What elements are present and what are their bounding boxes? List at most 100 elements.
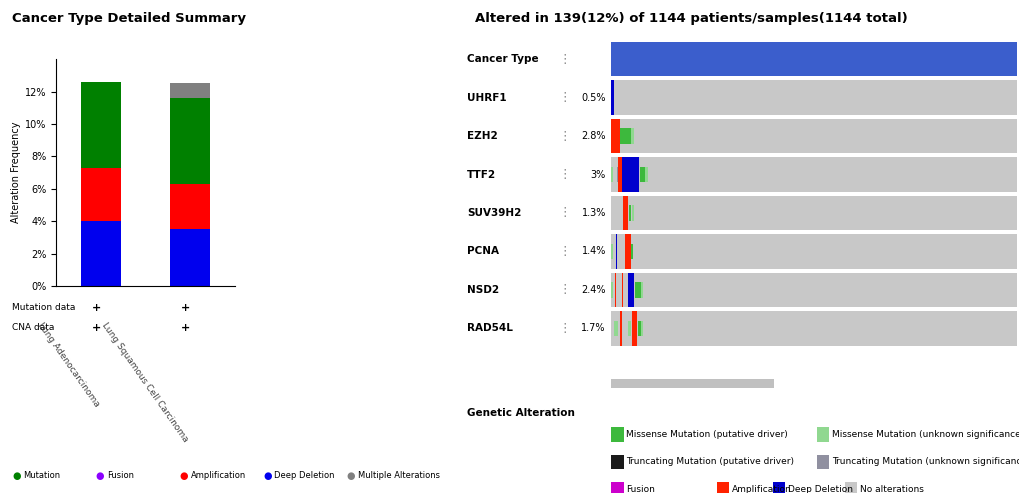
- Bar: [637, 321, 640, 336]
- Text: ●: ●: [263, 471, 271, 481]
- Text: +: +: [180, 323, 191, 333]
- Text: PCNA: PCNA: [467, 246, 498, 256]
- Text: ⋮: ⋮: [557, 130, 570, 142]
- Bar: [81, 168, 120, 221]
- Bar: [610, 157, 1016, 192]
- Bar: [627, 321, 629, 336]
- Text: ⋮: ⋮: [557, 53, 570, 66]
- Bar: [629, 321, 631, 336]
- Bar: [610, 80, 1016, 115]
- Text: EZH2: EZH2: [467, 131, 497, 141]
- Text: 2.4%: 2.4%: [581, 285, 605, 295]
- Text: ⋮: ⋮: [557, 91, 570, 104]
- Bar: [170, 229, 210, 286]
- Bar: [170, 83, 210, 98]
- Bar: [618, 157, 621, 192]
- Bar: [613, 321, 615, 336]
- Bar: [610, 42, 1016, 76]
- Bar: [620, 129, 621, 144]
- Bar: [610, 167, 612, 182]
- Bar: [81, 221, 120, 286]
- Text: Deep Deletion: Deep Deletion: [274, 471, 334, 480]
- Bar: [640, 282, 643, 298]
- Text: ⋮: ⋮: [557, 207, 570, 219]
- Text: ⋮: ⋮: [557, 245, 570, 258]
- Text: Altered in 139(12%) of 1144 patients/samples(1144 total): Altered in 139(12%) of 1144 patients/sam…: [475, 12, 907, 25]
- Text: SUV39H2: SUV39H2: [467, 208, 521, 218]
- Text: 2.8%: 2.8%: [581, 131, 605, 141]
- Text: +: +: [180, 303, 191, 313]
- Bar: [844, 482, 856, 493]
- Bar: [610, 282, 612, 298]
- Text: 1.4%: 1.4%: [581, 246, 605, 256]
- Text: Fusion: Fusion: [107, 471, 133, 480]
- Text: 3%: 3%: [590, 170, 605, 179]
- Text: No alterations: No alterations: [859, 485, 923, 493]
- Bar: [610, 273, 1016, 307]
- Text: TTF2: TTF2: [467, 170, 495, 179]
- Text: RAD54L: RAD54L: [467, 323, 513, 333]
- Text: Mutation: Mutation: [23, 471, 60, 480]
- Text: Fusion: Fusion: [626, 485, 654, 493]
- Y-axis label: Alteration Frequency: Alteration Frequency: [11, 122, 20, 223]
- Bar: [622, 157, 638, 192]
- Bar: [610, 80, 613, 115]
- Bar: [632, 311, 636, 346]
- Text: +: +: [92, 303, 102, 313]
- Text: 1.3%: 1.3%: [581, 208, 605, 218]
- Bar: [610, 379, 773, 388]
- Text: CNA data: CNA data: [12, 323, 55, 332]
- Text: UHRF1: UHRF1: [467, 93, 506, 103]
- Bar: [816, 427, 828, 442]
- Bar: [629, 206, 631, 221]
- Bar: [610, 119, 619, 153]
- Bar: [771, 482, 784, 493]
- Bar: [610, 244, 612, 259]
- Bar: [170, 184, 210, 229]
- Bar: [631, 244, 633, 259]
- Text: ●: ●: [96, 471, 104, 481]
- Text: NSD2: NSD2: [467, 285, 498, 295]
- Text: 1.7%: 1.7%: [581, 323, 605, 333]
- Text: Deep Deletion: Deep Deletion: [787, 485, 852, 493]
- Text: ⋮: ⋮: [557, 168, 570, 181]
- Bar: [610, 311, 1016, 346]
- Bar: [610, 196, 1016, 230]
- Text: +: +: [92, 323, 102, 333]
- Bar: [610, 482, 623, 493]
- Bar: [716, 482, 729, 493]
- Bar: [81, 82, 120, 168]
- Bar: [622, 129, 631, 144]
- Bar: [610, 427, 623, 442]
- Bar: [170, 98, 210, 184]
- Bar: [615, 234, 616, 269]
- Bar: [610, 455, 623, 469]
- Text: Cancer Type: Cancer Type: [467, 54, 538, 64]
- Bar: [816, 455, 828, 469]
- Text: Lung Squamous Cell Carcinoma: Lung Squamous Cell Carcinoma: [100, 320, 190, 443]
- Text: Lung Adenocarcinoma: Lung Adenocarcinoma: [36, 320, 101, 408]
- Text: ⋮: ⋮: [557, 283, 570, 296]
- Text: Genetic Alteration: Genetic Alteration: [467, 408, 574, 418]
- Text: Missense Mutation (unknown significance): Missense Mutation (unknown significance): [832, 430, 1019, 439]
- Bar: [620, 311, 621, 346]
- Bar: [610, 119, 1016, 153]
- Bar: [622, 273, 623, 307]
- Bar: [644, 167, 647, 182]
- Bar: [627, 273, 634, 307]
- Text: Truncating Mutation (putative driver): Truncating Mutation (putative driver): [626, 458, 794, 466]
- Bar: [635, 282, 640, 298]
- Text: Mutation data: Mutation data: [12, 303, 75, 312]
- Bar: [614, 273, 615, 307]
- Text: Cancer Type Detailed Summary: Cancer Type Detailed Summary: [12, 12, 246, 25]
- Bar: [610, 234, 1016, 269]
- Text: Amplification: Amplification: [191, 471, 246, 480]
- Bar: [631, 129, 633, 144]
- Text: Missense Mutation (putative driver): Missense Mutation (putative driver): [626, 430, 788, 439]
- Bar: [631, 206, 633, 221]
- Bar: [625, 234, 631, 269]
- Text: Truncating Mutation (unknown significance): Truncating Mutation (unknown significanc…: [832, 458, 1019, 466]
- Bar: [640, 321, 642, 336]
- Text: Multiple Alterations: Multiple Alterations: [358, 471, 439, 480]
- Bar: [639, 167, 644, 182]
